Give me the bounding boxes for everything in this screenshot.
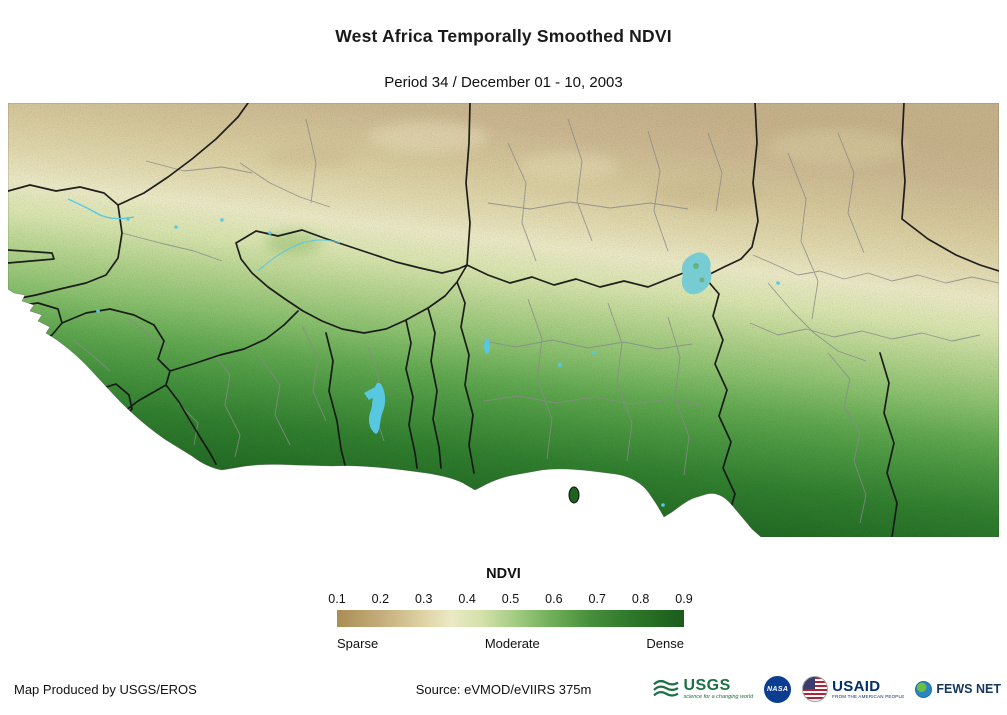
nasa-wordmark: NASA [766,685,789,693]
legend-gradient-bar [337,610,684,627]
legend-tick: 0.4 [458,592,476,606]
legend-label-dense: Dense [646,636,684,651]
niger-river [257,239,341,272]
usgs-tagline: science for a changing world [683,693,754,700]
usaid-tagline: FROM THE AMERICAN PEOPLE [832,693,905,699]
kainji-reservoir [484,338,490,354]
page-subtitle: Period 34 / December 01 - 10, 2003 [384,74,623,91]
senegal-river [67,198,135,220]
country-borders [8,103,999,537]
usgs-wordmark: USGS [683,676,731,694]
legend-tick: 0.3 [415,592,433,606]
legend-label-sparse: Sparse [337,636,379,651]
produced-by-label: Map Produced by USGS/EROS [14,682,197,697]
lake-chad-vegetation [699,277,705,283]
ndvi-map-svg [8,103,999,537]
legend-tick: 0.1 [328,592,346,606]
usgs-logo: USGS science for a changing world [652,677,753,701]
legend-tick: 0.5 [501,592,520,606]
legend-category-row: Sparse Moderate Dense [337,636,684,651]
legend-tick: 0.7 [588,592,606,606]
lake-chad [681,252,712,295]
legend-tick: 0.8 [631,592,650,606]
legend-tick: 0.6 [545,592,563,606]
page-title: West Africa Temporally Smoothed NDVI [335,26,672,46]
legend-tick: 0.2 [371,592,390,606]
legend-title: NDVI [486,566,521,582]
lake-chad-vegetation [693,263,699,269]
ndvi-legend: 0.1 0.2 0.3 0.4 0.5 0.6 0.7 0.8 0.9 Spar… [328,592,692,651]
legend-label-moderate: Moderate [484,636,540,651]
logo-strip: USGS science for a changing world NASA U… [652,671,1001,707]
usaid-flag-canton [803,677,816,689]
nasa-meatball-icon: NASA [764,675,792,703]
usaid-wordmark: USAID [832,677,881,695]
small-water-dots [96,217,780,515]
fewsnet-logo: FEWS NET [915,680,1001,698]
ndvi-map [8,103,999,537]
usgs-wave-icon [653,679,680,697]
fews-globe-icon [915,680,933,698]
legend-tick-row: 0.1 0.2 0.3 0.4 0.5 0.6 0.7 0.8 0.9 [328,592,692,607]
water-features [67,198,780,515]
usaid-logo: USAID FROM THE AMERICAN PEOPLE [802,676,904,702]
lake-volta-branch [364,386,377,400]
usaid-flag-icon [802,676,829,702]
legend-tick: 0.9 [675,592,693,606]
fewsnet-wordmark: FEWS NET [936,682,1001,696]
bioko-island [568,486,580,504]
nasa-logo: NASA [764,675,792,703]
source-label: Source: eVMOD/eVIIRS 375m [415,682,592,697]
